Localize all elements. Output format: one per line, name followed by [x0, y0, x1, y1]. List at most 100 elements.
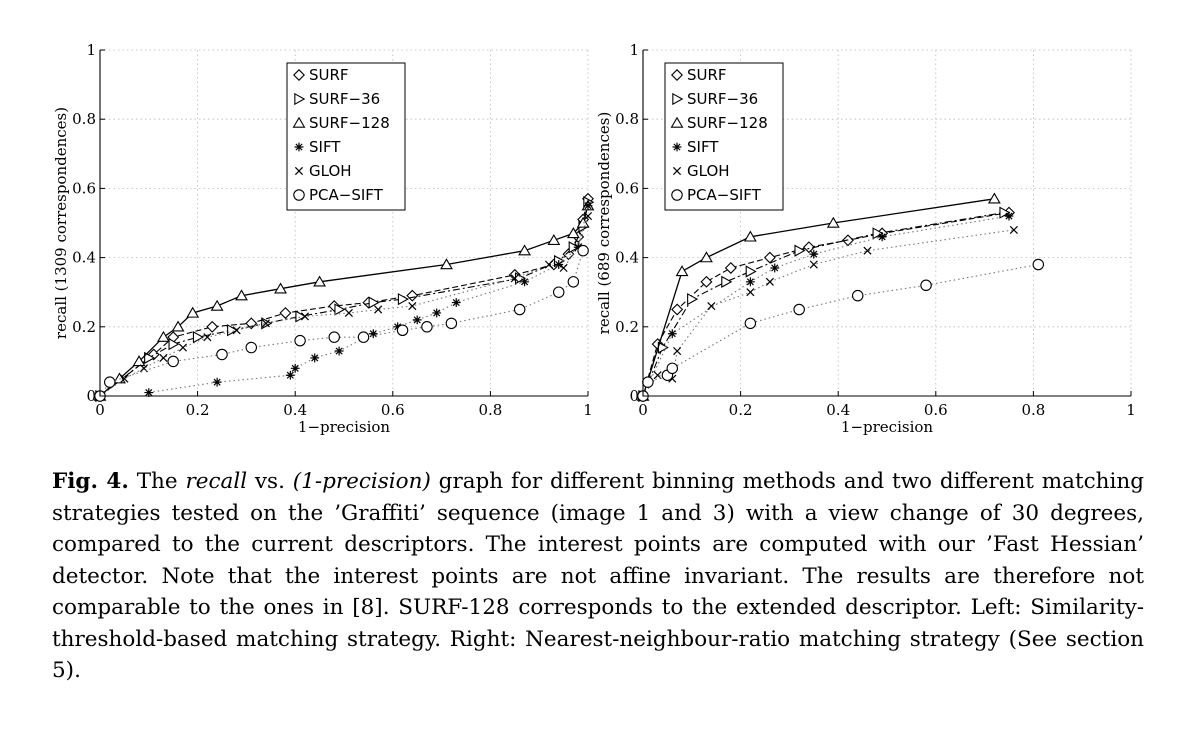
- data-point: [687, 292, 699, 306]
- data-point: [167, 355, 179, 368]
- data-point: [445, 317, 458, 330]
- data-point: [412, 315, 422, 325]
- data-point: [192, 331, 204, 344]
- y-tick-label: 0.2: [72, 318, 96, 336]
- data-point: [451, 298, 461, 307]
- data-point: [518, 244, 531, 256]
- series-sift: [638, 211, 1014, 401]
- data-point: [440, 258, 453, 270]
- data-point: [544, 260, 554, 269]
- series-pca-sift: [94, 244, 589, 402]
- legend-label: PCA−SIFT: [309, 186, 384, 204]
- data-point: [227, 324, 239, 337]
- legend-marker: [672, 92, 684, 106]
- data-point: [566, 227, 580, 239]
- data-point: [295, 310, 307, 323]
- data-point: [344, 308, 353, 318]
- data-point: [232, 326, 241, 335]
- data-point: [583, 212, 593, 221]
- series-surf: [94, 192, 594, 402]
- caption-text-2: vs.: [247, 469, 293, 494]
- data-point: [746, 288, 755, 297]
- chart-left: 0 0.2 0.4 0.6 0.8 1 0 0.2 0.4 0.6 0.8 1 1−precision r…: [52, 41, 595, 436]
- data-point: [809, 260, 818, 269]
- legend-marker: [670, 116, 684, 128]
- data-point: [510, 274, 519, 283]
- charts-canvas: 0 0.2 0.4 0.6 0.8 1 0 0.2 0.4 0.6 0.8 1 1−precision r…: [52, 41, 1136, 436]
- data-point: [178, 343, 188, 352]
- data-point: [793, 303, 805, 316]
- series-pca-sift: [637, 258, 1045, 402]
- data-point: [583, 201, 593, 211]
- data-point: [559, 263, 568, 273]
- legend: SURF SURF−36 SURF−128 SIFT GLOH PCA−SIFT: [286, 62, 406, 211]
- data-point: [745, 277, 755, 287]
- data-point: [743, 230, 757, 242]
- x-tick-label: 0: [638, 401, 648, 419]
- data-point: [157, 330, 170, 342]
- data-point: [863, 246, 872, 255]
- series-surf-128: [93, 199, 595, 401]
- data-point: [120, 374, 129, 383]
- data-point: [809, 249, 819, 259]
- chart-right: 0 0.2 0.4 0.6 0.8 1 0 0.2 0.4 0.6 0.8 1 1−precision r…: [595, 41, 1136, 436]
- data-point: [513, 303, 526, 316]
- data-point: [245, 341, 258, 354]
- data-point: [216, 348, 228, 361]
- data-point: [368, 329, 378, 339]
- data-point: [421, 321, 433, 333]
- data-point: [368, 296, 380, 309]
- data-point: [770, 263, 780, 273]
- series-line: [642, 263, 1039, 397]
- series-line: [642, 198, 995, 397]
- legend-label: SIFT: [309, 138, 341, 156]
- series-surf-36: [638, 206, 1011, 403]
- data-point: [328, 331, 340, 343]
- data-point: [763, 251, 776, 264]
- x-tick-label: 1: [583, 401, 593, 419]
- data-point: [547, 234, 561, 246]
- data-point: [210, 299, 224, 311]
- data-point: [508, 268, 521, 281]
- data-point: [554, 260, 564, 269]
- data-point: [104, 376, 116, 388]
- data-point: [1004, 211, 1014, 221]
- series-gloh: [95, 212, 593, 401]
- data-point: [186, 306, 200, 318]
- legend-label: SURF−128: [309, 114, 390, 132]
- figure-caption: Fig. 4. The recall vs. (1-precision) gra…: [52, 466, 1144, 687]
- data-point: [203, 333, 212, 342]
- data-point: [274, 282, 287, 294]
- data-point: [700, 275, 713, 288]
- data-point: [206, 320, 219, 333]
- caption-text-1: The: [128, 469, 186, 494]
- y-tick-label: 0.6: [72, 179, 96, 197]
- series-line: [642, 229, 1014, 397]
- data-point: [1032, 258, 1045, 271]
- data-point: [357, 331, 370, 343]
- legend-marker: [293, 189, 305, 201]
- legend-box: [664, 62, 784, 211]
- data-point: [700, 251, 713, 263]
- legend-marker: [294, 92, 306, 106]
- data-point: [666, 362, 679, 375]
- data-point: [235, 289, 248, 301]
- legend-label: SURF−36: [309, 90, 380, 108]
- data-point: [168, 337, 180, 351]
- data-point: [877, 232, 887, 242]
- data-point: [290, 363, 300, 373]
- data-point: [707, 301, 716, 311]
- data-point: [159, 353, 168, 363]
- data-point: [765, 277, 774, 286]
- series-gloh: [638, 225, 1018, 401]
- data-point: [310, 353, 320, 363]
- y-tick-label: 0.4: [615, 249, 639, 267]
- data-point: [567, 276, 580, 288]
- series-line: [99, 215, 589, 397]
- data-point: [826, 216, 840, 228]
- data-point: [642, 376, 654, 388]
- data-point: [245, 317, 258, 330]
- y-axis-label: recall (1309 correspondences): [52, 107, 70, 339]
- data-point: [987, 192, 1001, 204]
- y-tick-label: 0.6: [615, 179, 639, 197]
